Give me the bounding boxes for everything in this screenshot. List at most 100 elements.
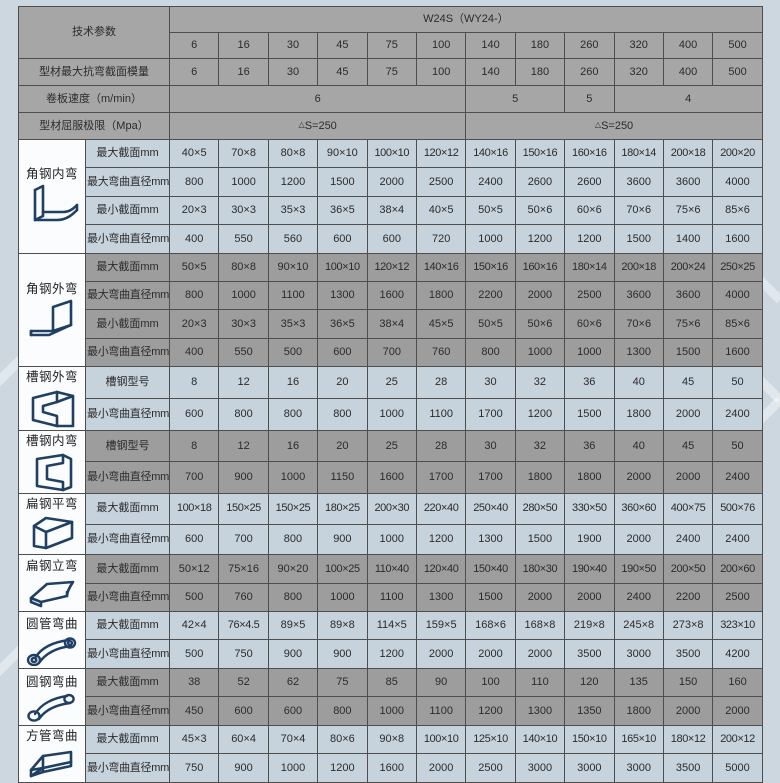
data-cell: 50×6 (514, 309, 566, 339)
data-cell: 4000 (712, 280, 763, 311)
data-cell: 1600 (366, 280, 417, 311)
data-cell: 1300 (415, 582, 467, 613)
data-cell: 4000 (712, 167, 763, 197)
data-cell: 45 (662, 366, 714, 399)
data-cell: 160×16 (514, 252, 566, 282)
data-cell: 180×14 (613, 138, 664, 169)
channel-steel-inner-bend-icon (20, 449, 84, 492)
data-cell: 1000 (514, 337, 566, 368)
row-label: 最小弯曲直径mm (85, 639, 170, 669)
data-cell: 50 (712, 366, 763, 399)
data-cell: 2500 (564, 280, 615, 311)
data-cell: 2400 (465, 167, 516, 197)
square-pipe-bend-icon (20, 744, 84, 781)
data-cell: 100×18 (168, 492, 220, 525)
data-cell: 75 (317, 667, 368, 698)
table-row: 最小弯曲直径mm 450 600 600 800 1000 1100 1200 1300 1350… (19, 696, 763, 726)
data-cell: 800 (168, 167, 220, 197)
model-series-title: W24S（WY24-） (169, 6, 763, 33)
data-cell: 80×6 (317, 724, 368, 755)
data-cell: 35×3 (267, 195, 319, 226)
data-cell: 120 (564, 667, 615, 698)
row-label: 最小弯曲直径mm (85, 696, 170, 726)
data-cell: 52 (218, 667, 269, 698)
data-cell: 110×40 (366, 554, 417, 584)
data-cell: 1800 (613, 397, 664, 431)
data-cell: 35×3 (267, 309, 319, 339)
data-cell: 50×5 (168, 252, 220, 282)
data-cell: 2000 (514, 582, 566, 613)
data-cell: 100×25 (317, 554, 368, 584)
data-cell: 42×4 (168, 611, 220, 641)
table-row: 角钢外弯 最大截面mm 50×5 80×8 90×10 100×10 120×12 140×1… (18, 252, 763, 368)
data-cell: 100×10 (415, 724, 467, 755)
model-column-header: 500 (712, 32, 763, 59)
data-cell: 1300 (613, 337, 664, 368)
data-cell: 200×50 (662, 554, 714, 584)
data-cell: 600 (317, 337, 368, 368)
data-cell: 45×5 (415, 309, 467, 339)
data-cell: 360×60 (613, 492, 664, 525)
data-cell: 114×5 (366, 611, 417, 641)
table-row: 扁钢平弯 最大截面mm 100×18 150×25 150×25 180×25 200×30… (18, 492, 763, 556)
data-cell: 400×75 (662, 492, 714, 525)
data-cell: 250×25 (712, 252, 763, 282)
angle-steel-inner-bend-icon (20, 182, 84, 228)
flat-steel-edge-bend-icon (20, 574, 84, 610)
data-cell: 36 (564, 366, 615, 399)
row-label: 最小弯曲直径mm (85, 523, 170, 556)
data-cell: 1700 (415, 461, 467, 494)
data-cell: 200×30 (366, 492, 417, 525)
table-row: 最小截面mm 20×3 30×3 35×3 36×5 38×4 40×5 50×5 50×6 60… (19, 195, 763, 226)
data-cell: 2000 (514, 639, 566, 669)
data-cell: 50×5 (465, 195, 516, 226)
data-cell: 2000 (415, 753, 467, 783)
data-cell: 900 (317, 639, 368, 669)
data-cell: 20×3 (168, 309, 220, 339)
section-modulus-value: 30 (267, 58, 319, 86)
section-label-square-pipe-bend: 方管弯曲 (18, 724, 86, 783)
param-header-label: 技术参数 (18, 6, 170, 59)
data-cell: 900 (317, 523, 368, 556)
data-cell: 2000 (613, 523, 664, 556)
data-cell: 2000 (662, 397, 714, 431)
row-label: 最大截面mm (85, 252, 170, 282)
table-row: 最小弯曲直径mm 500 760 800 1000 1100 1300 1500 2000 200… (19, 582, 763, 613)
section-modulus-value: 500 (712, 58, 763, 86)
data-cell: 3000 (613, 639, 664, 669)
row-label: 最大截面mm (85, 138, 170, 169)
data-cell: 550 (218, 337, 269, 368)
data-cell: 28 (415, 429, 467, 463)
data-cell: 600 (366, 224, 417, 254)
data-cell: 700 (218, 523, 269, 556)
data-cell: 36 (564, 429, 615, 463)
data-cell: 245×8 (613, 611, 664, 641)
data-cell: 3600 (613, 280, 664, 311)
data-cell: 1600 (366, 461, 417, 494)
data-cell: 85×6 (712, 309, 763, 339)
data-cell: 2000 (465, 639, 516, 669)
table-row: 圆钢弯曲 最大截面mm 38 52 62 75 85 90 100 110 120 135 150 160 (18, 667, 763, 726)
data-cell: 1300 (465, 523, 516, 556)
data-cell: 2600 (564, 167, 615, 197)
section-modulus-value: 75 (366, 58, 417, 86)
data-cell: 1200 (415, 523, 467, 556)
data-cell: 2500 (465, 753, 516, 783)
data-cell: 2600 (514, 167, 566, 197)
flat-steel-flat-bend-icon (20, 512, 84, 553)
data-cell: 50×6 (514, 195, 566, 226)
data-cell: 600 (218, 696, 269, 726)
section-title: 槽钢内弯 (25, 433, 78, 448)
data-cell: 90×10 (317, 138, 368, 169)
model-column-header: 260 (564, 32, 615, 59)
data-cell: 273×8 (662, 611, 714, 641)
data-cell: 70×8 (218, 138, 269, 169)
data-cell: 20 (317, 366, 368, 399)
section-modulus-value: 180 (514, 58, 566, 86)
data-cell: 1200 (514, 224, 566, 254)
data-cell: 16 (267, 429, 319, 463)
section-label-round-bar-bend: 圆钢弯曲 (18, 667, 86, 726)
data-cell: 80×8 (267, 138, 319, 169)
data-cell: 150×10 (564, 724, 615, 755)
table-row: 角钢内弯 最大截面mm 40×5 70×8 80×8 90×10 100×10 120×12 1… (18, 138, 763, 254)
